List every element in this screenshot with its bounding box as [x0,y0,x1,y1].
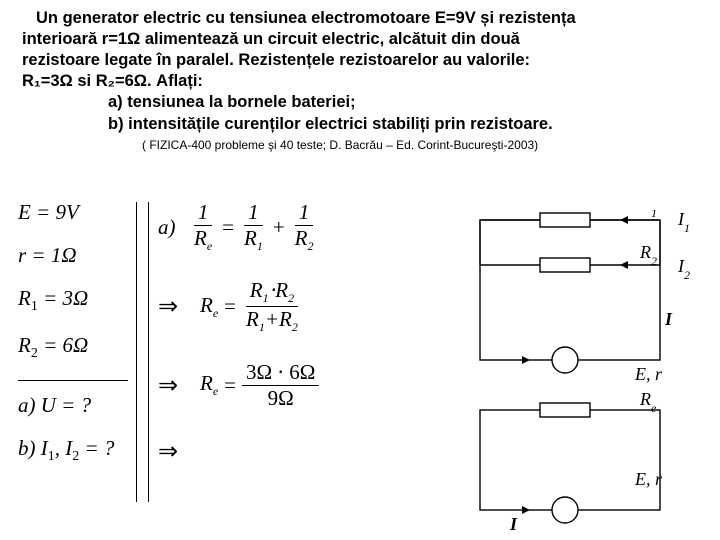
label-er-top: E, r [634,364,663,384]
work-eq-2: ⇒ Re = R1⋅R2 R1+R2 [158,278,468,335]
work-column: a) 1 Re = 1 R1 + 1 R2 ⇒ Re = R1⋅R2 R1+R2 [158,200,468,474]
problem-line-3: rezistoare legate în paralel. Rezistențe… [22,50,698,71]
given-r1: R1 = 3Ω [18,286,128,315]
problem-source: ( FIZICA-400 probleme şi 40 teste; D. Ba… [22,138,698,153]
vertical-divider-2 [148,202,149,502]
work-eq-3: ⇒ Re = 3Ω ⋅ 6Ω 9Ω [158,360,468,411]
given-e: E = 9V [18,200,128,225]
implies-icon: ⇒ [158,371,190,400]
circuit-diagrams: R1 I1 R2 I2 I E, r Re E, r I [470,210,700,530]
frac-1-re: 1 Re [190,200,216,254]
problem-line-2: interioară r=1Ω alimentează un circuit e… [22,29,698,50]
given-divider [18,380,128,381]
given-column: E = 9V r = 1Ω R1 = 3Ω R2 = 6Ω a) U = ? b… [18,200,128,484]
label-i1: I1 [677,210,690,235]
label-er-bot: E, r [634,469,663,489]
circuit-svg: R1 I1 R2 I2 I E, r Re E, r I [470,210,700,530]
implies-icon: ⇒ [158,437,190,466]
problem-statement: Un generator electric cu tensiunea elect… [0,0,720,153]
problem-item-b: b) intensitățile curenților electrici st… [22,114,698,135]
work-eq-1: a) 1 Re = 1 R1 + 1 R2 [158,200,468,254]
frac-1-r2: 1 R2 [291,200,318,254]
problem-item-a: a) tensiunea la bornele bateriei; [22,92,698,113]
label-i-bot: I [509,514,518,530]
frac-1-r1: 1 R1 [240,200,267,254]
label-r1: R1 [639,210,657,220]
question-b: b) I1, I2 = ? [18,436,128,465]
work-eq-4: ⇒ [158,437,468,466]
vertical-divider-1 [136,202,137,502]
problem-line-4: R₁=3Ω si R₂=6Ω. Aflați: [22,71,698,92]
given-r2: R2 = 6Ω [18,333,128,362]
question-a: a) U = ? [18,393,128,418]
label-r2: R2 [639,242,657,268]
frac-numbers: 3Ω ⋅ 6Ω 9Ω [242,360,319,411]
label-i2: I2 [677,256,690,282]
label-re: Re [639,389,657,415]
problem-line-1: Un generator electric cu tensiunea elect… [22,8,698,29]
frac-r1r2-sum: R1⋅R2 R1+R2 [242,278,302,335]
given-r: r = 1Ω [18,243,128,268]
implies-icon: ⇒ [158,292,190,321]
label-i-top: I [664,309,673,329]
